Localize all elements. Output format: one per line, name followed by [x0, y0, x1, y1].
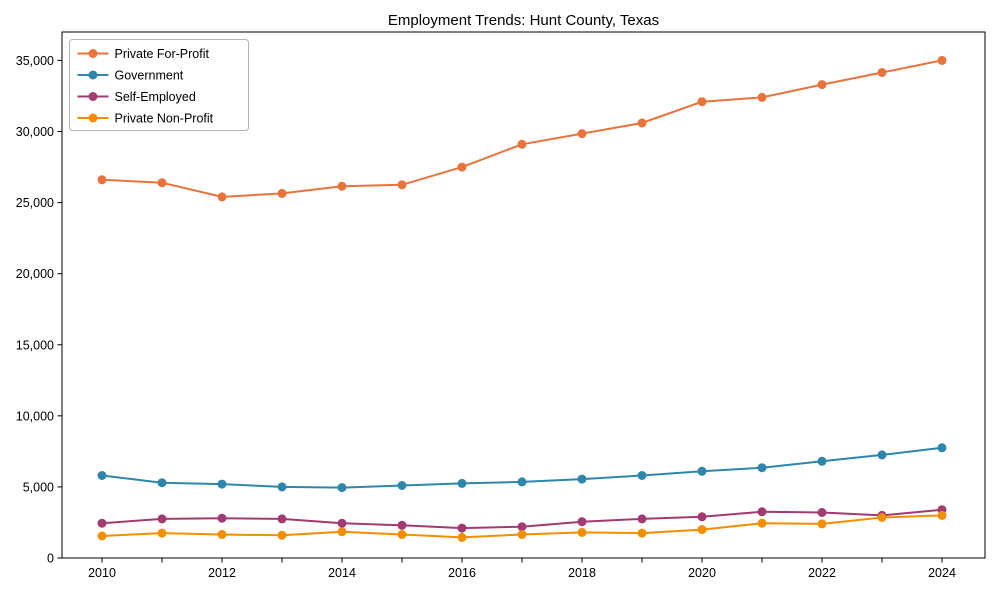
- data-point-private-non-profit-2015: [397, 530, 407, 539]
- data-point-government-2020: [697, 466, 707, 476]
- data-point-private-for-profit-2017: [517, 139, 527, 149]
- data-point-private-for-profit-2018: [577, 129, 587, 139]
- y-axis-tick-label: 0: [47, 552, 54, 566]
- data-point-private-for-profit-2011: [157, 178, 167, 188]
- legend-item-private-non-profit: Private Non-Profit: [77, 112, 214, 126]
- data-point-private-for-profit-2020: [697, 97, 707, 107]
- y-axis-tick-label: 10,000: [16, 409, 54, 423]
- legend-marker-icon: [88, 70, 98, 80]
- data-point-self-employed-2018: [577, 517, 587, 527]
- data-point-self-employed-2014: [337, 518, 347, 528]
- data-point-self-employed-2012: [217, 513, 227, 523]
- data-point-government-2012: [217, 479, 227, 489]
- x-axis: 2010 2012 2014 2016 2018 2020 2022 2024: [88, 558, 956, 580]
- data-point-self-employed-2013: [277, 514, 287, 524]
- x-axis-tick-label: 2022: [808, 566, 836, 580]
- data-point-private-non-profit-2011: [157, 528, 167, 538]
- data-point-private-non-profit-2012: [217, 530, 227, 539]
- legend-label: Private Non-Profit: [115, 112, 214, 126]
- data-point-private-non-profit-2020: [697, 525, 707, 535]
- data-point-government-2024: [937, 443, 947, 453]
- data-point-government-2015: [397, 481, 407, 490]
- legend-box: [69, 39, 249, 131]
- data-point-private-for-profit-2014: [337, 181, 347, 191]
- legend: Private For-Profit Government Self-Employe…: [69, 39, 249, 131]
- data-point-government-2022: [817, 456, 827, 466]
- legend-item-self-employed: Self-Employed: [77, 90, 196, 104]
- legend-item-government: Government: [77, 69, 184, 83]
- x-axis-tick-label: 2014: [328, 566, 356, 580]
- data-point-private-for-profit-2019: [637, 118, 647, 128]
- data-point-private-for-profit-2016: [457, 162, 467, 172]
- data-point-self-employed-2016: [457, 523, 467, 533]
- x-axis-tick-label: 2024: [928, 566, 956, 580]
- data-point-private-non-profit-2010: [97, 531, 107, 541]
- data-point-government-2013: [277, 482, 287, 492]
- legend-label: Private For-Profit: [115, 47, 210, 61]
- legend-label: Government: [115, 69, 184, 83]
- data-point-private-non-profit-2021: [757, 518, 767, 528]
- x-axis-tick-label: 2018: [568, 566, 596, 580]
- data-point-government-2017: [517, 477, 527, 487]
- data-point-government-2019: [637, 471, 647, 480]
- data-point-private-non-profit-2016: [457, 532, 467, 542]
- data-point-private-non-profit-2022: [817, 519, 827, 529]
- data-point-government-2018: [577, 474, 587, 484]
- data-point-self-employed-2021: [757, 507, 767, 517]
- data-point-private-non-profit-2019: [637, 528, 647, 538]
- data-point-private-for-profit-2021: [757, 92, 767, 102]
- data-point-private-for-profit-2012: [217, 192, 227, 202]
- data-point-government-2023: [877, 450, 887, 460]
- data-point-self-employed-2010: [97, 518, 107, 528]
- data-point-government-2010: [97, 471, 107, 480]
- data-point-private-for-profit-2023: [877, 68, 887, 77]
- data-point-private-non-profit-2024: [937, 510, 947, 520]
- y-axis-tick-label: 15,000: [16, 338, 54, 352]
- data-point-government-2014: [337, 483, 347, 493]
- legend-marker-icon: [88, 49, 98, 58]
- legend-marker-icon: [88, 113, 98, 123]
- data-point-private-for-profit-2024: [937, 55, 947, 65]
- data-point-self-employed-2017: [517, 522, 527, 532]
- x-axis-tick-label: 2020: [688, 566, 716, 580]
- data-point-government-2016: [457, 478, 467, 488]
- series-government: [97, 443, 947, 493]
- data-point-private-non-profit-2018: [577, 527, 587, 537]
- y-axis-tick-label: 5,000: [23, 480, 54, 494]
- y-axis-tick-label: 25,000: [16, 196, 54, 210]
- data-point-self-employed-2015: [397, 520, 407, 530]
- data-point-private-non-profit-2014: [337, 527, 347, 537]
- data-point-private-for-profit-2015: [397, 180, 407, 190]
- series-private-non-profit: [97, 510, 947, 542]
- data-point-private-for-profit-2010: [97, 175, 107, 185]
- y-axis: 0 5,000 10,000 15,000 20,000 25,000 30,000 35,0…: [16, 54, 62, 566]
- data-point-private-for-profit-2013: [277, 188, 287, 198]
- legend-marker-icon: [88, 92, 98, 101]
- y-axis-tick-label: 30,000: [16, 125, 54, 139]
- legend-item-private-for-profit: Private For-Profit: [77, 47, 210, 61]
- x-axis-tick-label: 2010: [88, 566, 116, 580]
- data-point-government-2011: [157, 478, 167, 488]
- data-point-private-non-profit-2023: [877, 513, 887, 522]
- data-point-private-for-profit-2022: [817, 80, 827, 90]
- data-point-self-employed-2011: [157, 514, 167, 524]
- x-axis-tick-label: 2016: [448, 566, 476, 580]
- data-point-government-2021: [757, 463, 767, 473]
- series-private-for-profit: [97, 55, 947, 202]
- legend-label: Self-Employed: [115, 90, 196, 104]
- y-axis-tick-label: 20,000: [16, 267, 54, 281]
- data-point-private-non-profit-2013: [277, 530, 287, 540]
- data-point-self-employed-2020: [697, 512, 707, 522]
- y-axis-tick-label: 35,000: [16, 54, 54, 68]
- data-point-private-non-profit-2017: [517, 530, 527, 539]
- data-point-self-employed-2022: [817, 508, 827, 517]
- chart-title: Employment Trends: Hunt County, Texas: [388, 12, 659, 29]
- data-point-self-employed-2019: [637, 514, 647, 524]
- x-axis-tick-label: 2012: [208, 566, 236, 580]
